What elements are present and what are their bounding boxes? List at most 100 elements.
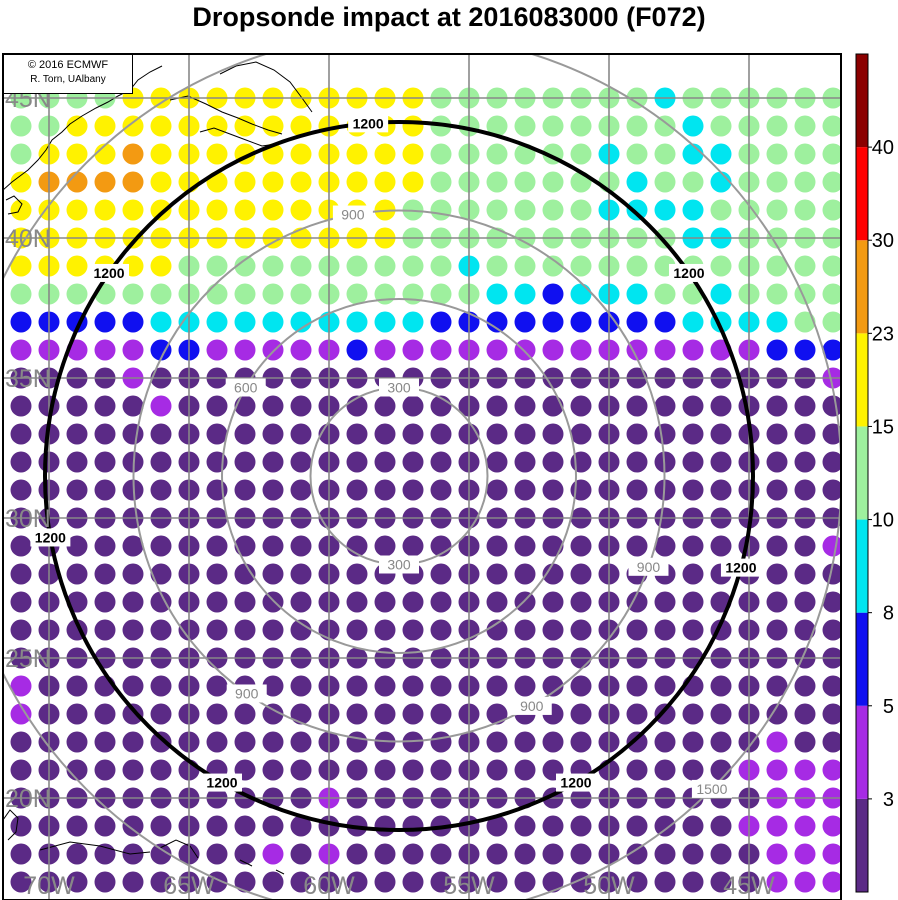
colorbar-bin bbox=[856, 240, 868, 334]
impact-dot bbox=[122, 171, 144, 193]
impact-dot bbox=[710, 171, 732, 193]
impact-dot bbox=[570, 115, 592, 137]
ring-label: 900 bbox=[520, 698, 544, 714]
range-ring bbox=[43, 120, 755, 832]
impact-dot bbox=[514, 675, 536, 697]
impact-dot bbox=[766, 115, 788, 137]
impact-dot bbox=[766, 255, 788, 277]
impact-dot bbox=[122, 423, 144, 445]
impact-dot bbox=[374, 395, 396, 417]
impact-dot bbox=[206, 115, 228, 137]
impact-dot bbox=[10, 171, 32, 193]
impact-dot bbox=[402, 423, 424, 445]
impact-dot bbox=[570, 591, 592, 613]
impact-dot bbox=[766, 759, 788, 781]
impact-dot bbox=[794, 395, 816, 417]
impact-dot bbox=[290, 871, 312, 893]
colorbar-bin bbox=[856, 147, 868, 241]
impact-dot bbox=[794, 451, 816, 473]
ring-label-bg bbox=[511, 696, 552, 715]
impact-dot bbox=[206, 619, 228, 641]
impact-dot bbox=[290, 255, 312, 277]
colorbar-label: 3 bbox=[883, 789, 894, 811]
map-background bbox=[3, 54, 841, 900]
impact-dot bbox=[514, 283, 536, 305]
impact-dot bbox=[682, 535, 704, 557]
impact-dot bbox=[94, 815, 116, 837]
impact-dot bbox=[514, 619, 536, 641]
impact-dot bbox=[150, 311, 172, 333]
impact-dot bbox=[486, 843, 508, 865]
impact-dot bbox=[66, 423, 88, 445]
impact-dot bbox=[710, 731, 732, 753]
impact-dot bbox=[10, 535, 32, 557]
impact-dot bbox=[234, 731, 256, 753]
impact-dot bbox=[290, 339, 312, 361]
impact-dot bbox=[206, 731, 228, 753]
impact-dot bbox=[542, 451, 564, 473]
impact-dot bbox=[234, 535, 256, 557]
impact-dot bbox=[794, 703, 816, 725]
impact-dot bbox=[402, 395, 424, 417]
impact-dot bbox=[654, 423, 676, 445]
impact-dot bbox=[262, 703, 284, 725]
impact-dot bbox=[766, 395, 788, 417]
impact-dot bbox=[150, 815, 172, 837]
ring-label-bg bbox=[379, 378, 419, 397]
impact-dot bbox=[346, 675, 368, 697]
lon-label: 60W bbox=[303, 872, 355, 900]
impact-dot bbox=[430, 619, 452, 641]
impact-dot bbox=[822, 199, 841, 221]
impact-dot bbox=[374, 843, 396, 865]
impact-dot bbox=[794, 311, 816, 333]
impact-dot bbox=[10, 423, 32, 445]
impact-dot bbox=[10, 843, 32, 865]
range-rings: 300 300 600 900 900 900 900 1200 1200 1200 1200 120… bbox=[3, 54, 841, 900]
impact-dot bbox=[150, 675, 172, 697]
impact-dot bbox=[94, 731, 116, 753]
impact-dot bbox=[794, 619, 816, 641]
ring-label: 1200 bbox=[560, 775, 591, 791]
impact-dot bbox=[402, 591, 424, 613]
impact-dot bbox=[94, 563, 116, 585]
impact-dot bbox=[346, 619, 368, 641]
ring-label-bg bbox=[668, 263, 709, 282]
ring-label: 900 bbox=[341, 207, 365, 223]
impact-dot bbox=[626, 731, 648, 753]
colorbar: 3 5 8 10 15 23 30 40 bbox=[855, 53, 894, 893]
impact-dot bbox=[822, 451, 841, 473]
impact-dot bbox=[542, 591, 564, 613]
impact-dot bbox=[430, 311, 452, 333]
impact-dot bbox=[290, 843, 312, 865]
credit-line-2: R. Torn, UAlbany bbox=[30, 74, 106, 85]
impact-dot bbox=[150, 619, 172, 641]
ring-label: 1200 bbox=[93, 265, 124, 281]
impact-dot bbox=[290, 731, 312, 753]
impact-dot bbox=[514, 871, 536, 893]
impact-dot bbox=[374, 815, 396, 837]
impact-dot bbox=[626, 143, 648, 165]
impact-dot bbox=[570, 843, 592, 865]
impact-dot bbox=[822, 815, 841, 837]
impact-dot bbox=[150, 115, 172, 137]
impact-dot bbox=[10, 871, 32, 893]
impact-dot bbox=[486, 675, 508, 697]
impact-dot bbox=[66, 843, 88, 865]
impact-dot bbox=[346, 451, 368, 473]
impact-dot bbox=[794, 815, 816, 837]
impact-dot bbox=[542, 815, 564, 837]
impact-dot bbox=[66, 675, 88, 697]
impact-dot bbox=[542, 619, 564, 641]
impact-dot bbox=[346, 339, 368, 361]
impact-dot bbox=[402, 339, 424, 361]
impact-dot bbox=[570, 479, 592, 501]
impact-dot bbox=[626, 423, 648, 445]
impact-dot bbox=[290, 675, 312, 697]
impact-dot bbox=[654, 843, 676, 865]
impact-dot bbox=[374, 143, 396, 165]
impact-dot bbox=[374, 171, 396, 193]
impact-dot bbox=[766, 479, 788, 501]
ring-label: 1200 bbox=[673, 265, 704, 281]
impact-dot bbox=[66, 199, 88, 221]
